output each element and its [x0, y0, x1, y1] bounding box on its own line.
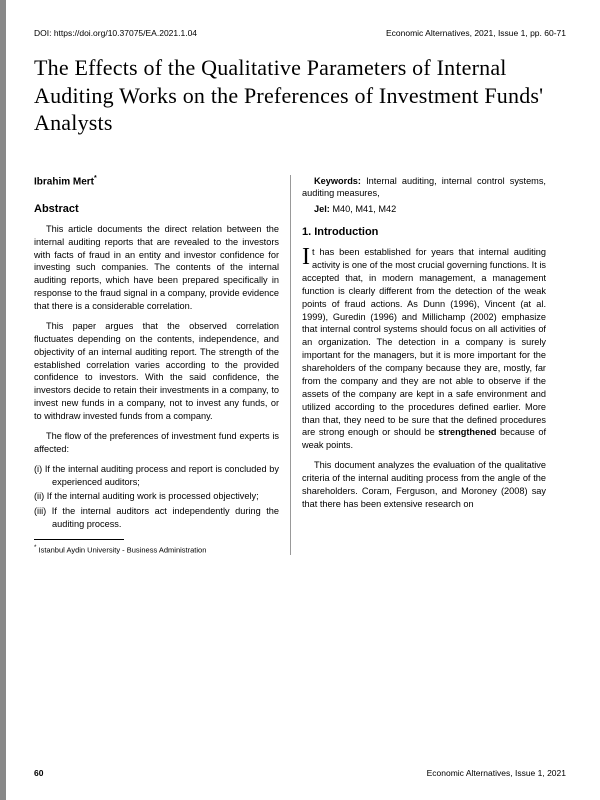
article-title: The Effects of the Qualitative Parameter… — [34, 54, 566, 137]
abstract-para-3: The flow of the preferences of investmen… — [34, 430, 279, 456]
author-line: Ibrahim Mert* — [34, 175, 279, 187]
dropcap: I — [302, 246, 312, 267]
jel-text: M40, M41, M42 — [330, 204, 396, 214]
jel-line: Jel: M40, M41, M42 — [302, 203, 546, 216]
left-margin-bar — [0, 0, 6, 800]
right-column: Keywords: Internal auditing, internal co… — [290, 175, 546, 555]
header-row: DOI: https://doi.org/10.37075/EA.2021.1.… — [34, 28, 566, 38]
abstract-para-1: This article documents the direct relati… — [34, 223, 279, 313]
footnote-rule — [34, 539, 124, 540]
left-column: Ibrahim Mert* Abstract This article docu… — [34, 175, 290, 555]
jel-label: Jel: — [314, 204, 330, 214]
intro-p1-body: t has been established for years that in… — [302, 247, 546, 437]
journal-ref: Economic Alternatives, 2021, Issue 1, pp… — [386, 28, 566, 38]
intro-para-2: This document analyzes the evaluation of… — [302, 459, 546, 511]
abstract-list-item-2: (ii) If the internal auditing work is pr… — [34, 490, 279, 503]
abstract-para-2: This paper argues that the observed corr… — [34, 320, 279, 423]
abstract-list-item-3: (iii) If the internal auditors act indep… — [34, 505, 279, 531]
introduction-heading: 1. Introduction — [302, 226, 546, 238]
footnote: * Istanbul Aydin University - Business A… — [34, 544, 279, 555]
doi-text: DOI: https://doi.org/10.37075/EA.2021.1.… — [34, 28, 197, 38]
abstract-list-item-1: (i) If the internal auditing process and… — [34, 463, 279, 489]
keywords-label: Keywords: — [314, 176, 361, 186]
intro-p1-bold: strengthened — [438, 427, 496, 437]
footnote-text: Istanbul Aydin University - Business Adm… — [36, 546, 206, 555]
footer-row: 60 Economic Alternatives, Issue 1, 2021 — [34, 768, 566, 778]
author-name: Ibrahim Mert — [34, 176, 94, 187]
author-marker: * — [94, 175, 97, 182]
footer-journal: Economic Alternatives, Issue 1, 2021 — [427, 768, 566, 778]
two-column-layout: Ibrahim Mert* Abstract This article docu… — [34, 175, 566, 555]
page-number: 60 — [34, 768, 43, 778]
abstract-heading: Abstract — [34, 203, 279, 215]
intro-para-1: It has been established for years that i… — [302, 246, 546, 452]
keywords-line: Keywords: Internal auditing, internal co… — [302, 175, 546, 201]
